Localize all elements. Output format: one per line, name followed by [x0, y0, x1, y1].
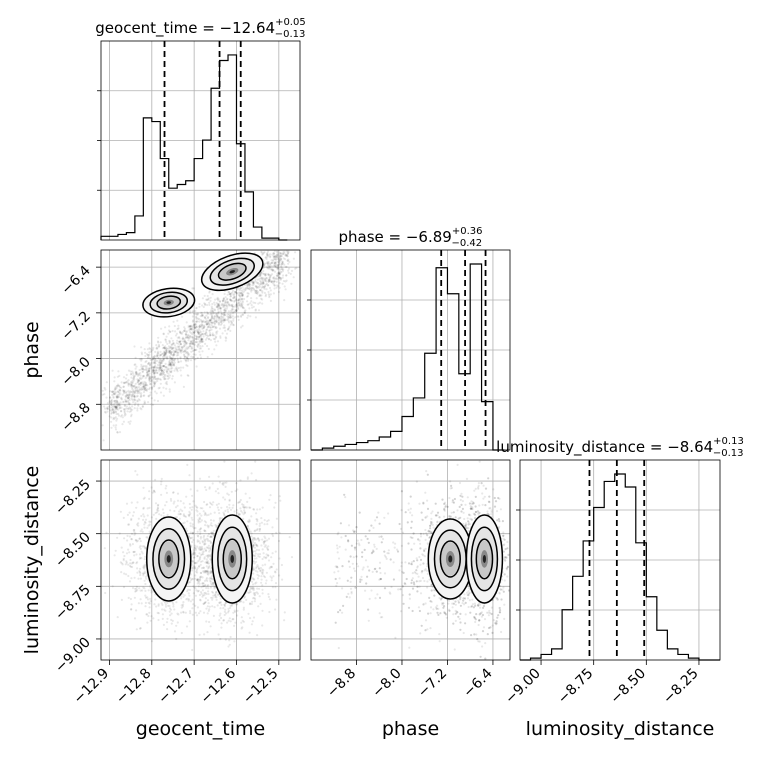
- pair-geocent_time-luminosity_distance-fill-0-4: [166, 555, 171, 563]
- hist-geocent_time-title-plus: +0.05: [275, 17, 306, 28]
- ytick-label-phase-0: −8.8: [58, 400, 93, 435]
- ytick-label-luminosity_distance-2: −8.50: [52, 529, 94, 571]
- pair-geocent_time-luminosity_distance-frame: [100, 459, 301, 661]
- xtick-label-phase-3: −6.4: [460, 665, 495, 700]
- hist-luminosity_distance-title: luminosity_distance = −8.64+0.13 −0.13: [496, 436, 744, 459]
- pair-geocent_time-luminosity_distance-contour-1-1: [217, 526, 248, 592]
- pair-phase-luminosity_distance-frame: [310, 459, 511, 661]
- ylabel-phase: phase: [21, 321, 43, 378]
- pair-geocent_time-luminosity_distance-contour-0-0: [145, 516, 192, 602]
- xtick-label-luminosity_distance-2: −8.50: [607, 666, 649, 708]
- hist-luminosity_distance-title-minus: −0.13: [713, 448, 744, 459]
- contour-layer: [142, 252, 504, 604]
- ytick-label-luminosity_distance-3: −8.25: [52, 477, 94, 519]
- xtick-label-phase-0: −8.8: [324, 666, 359, 701]
- ytick-label-phase-1: −8.0: [58, 354, 93, 389]
- pair-geocent_time-luminosity_distance-contour-0-2: [158, 539, 180, 579]
- pair-geocent_time-luminosity_distance: [145, 514, 254, 604]
- ytick-label-phase-2: −7.2: [58, 308, 93, 343]
- ylabel-luminosity_distance: luminosity_distance: [21, 466, 43, 655]
- pair-geocent_time-luminosity_distance-bg: [101, 460, 300, 660]
- hist-geocent_time-step: [100, 54, 288, 241]
- pair-phase-luminosity_distance-contour-0-2: [439, 540, 461, 578]
- hist-geocent_time-title: geocent_time = −12.64+0.05 −0.13: [95, 17, 305, 40]
- pair-geocent_time-phase-scatter: [101, 250, 298, 442]
- xtick-label-luminosity_distance-0: −9.00: [502, 666, 544, 708]
- pair-phase-luminosity_distance-contour-1-1: [470, 526, 499, 592]
- xtick-label-geocent_time-3: −12.6: [198, 665, 240, 707]
- hist-geocent_time-title-main: geocent_time = −12.64: [95, 19, 275, 38]
- pair-geocent_time-phase-contour-1-1: [209, 257, 255, 286]
- pair-geocent_time-phase-contour-0-2: [156, 295, 182, 310]
- hist-luminosity_distance-title-main: luminosity_distance = −8.64: [496, 438, 713, 457]
- pair-geocent_time-phase-bg: [101, 250, 300, 450]
- hist-phase-title: phase = −6.89+0.36 −0.42: [339, 226, 483, 249]
- ytick-label-phase-3: −6.4: [58, 263, 93, 298]
- pair-geocent_time-luminosity_distance-fill-1-4: [230, 554, 235, 563]
- hist-luminosity_distance-step: [520, 473, 720, 661]
- pair-phase-luminosity_distance: [427, 514, 504, 604]
- pair-phase-luminosity_distance-contour-1-2: [475, 538, 494, 580]
- hist-phase-title-plus: +0.36: [452, 226, 483, 237]
- pair-geocent_time-phase-fill-1-4: [229, 270, 236, 274]
- pair-geocent_time-luminosity_distance-contour-0-1: [152, 527, 186, 590]
- xtick-label-phase-1: −8.0: [369, 666, 404, 701]
- xtick-label-phase-2: −7.2: [415, 666, 450, 701]
- pair-phase-luminosity_distance-fill-0-4: [448, 555, 453, 563]
- hist-phase-step: [311, 263, 505, 451]
- pair-phase-luminosity_distance-contour-1-0: [465, 514, 504, 604]
- xtick-label-luminosity_distance-3: −8.25: [660, 666, 702, 708]
- ytick-label-luminosity_distance-0: −9.00: [52, 634, 94, 676]
- pair-geocent_time-luminosity_distance-contour-1-0: [211, 514, 254, 604]
- pair-geocent_time-phase-contour-1-0: [200, 252, 264, 292]
- xlabel-luminosity_distance: luminosity_distance: [526, 718, 715, 740]
- pair-geocent_time-phase-frame: [100, 249, 301, 451]
- pair-phase-luminosity_distance-fill-1-4: [482, 554, 487, 563]
- pair-geocent_time-phase-fill-0-4: [166, 301, 172, 304]
- pair-geocent_time-phase-contour-0-1: [149, 291, 189, 314]
- hist-geocent_time-title-minus: −0.13: [275, 29, 306, 40]
- xtick-label-geocent_time-2: −12.7: [155, 666, 197, 708]
- xtick-label-geocent_time-1: −12.8: [113, 666, 155, 708]
- pair-geocent_time-phase-contour-1-2: [217, 262, 247, 281]
- ytick-label-luminosity_distance-1: −8.75: [52, 582, 94, 624]
- hist-luminosity_distance-title-plus: +0.13: [713, 436, 744, 447]
- xlabel-phase: phase: [382, 718, 439, 740]
- xtick-label-luminosity_distance-1: −8.75: [555, 666, 597, 708]
- xtick-label-geocent_time-0: −12.9: [71, 666, 113, 708]
- hist-phase-title-main: phase = −6.89: [339, 228, 452, 246]
- pair-geocent_time-luminosity_distance-contour-1-2: [222, 538, 243, 580]
- marks-layer: [96, 40, 721, 665]
- xtick-label-geocent_time-4: −12.5: [240, 666, 282, 708]
- pair-geocent_time-phase-contour-0-0: [142, 287, 196, 318]
- xlabel-geocent_time: geocent_time: [136, 718, 265, 740]
- pair-geocent_time-phase: [142, 252, 264, 318]
- hist-phase-title-minus: −0.42: [452, 238, 483, 249]
